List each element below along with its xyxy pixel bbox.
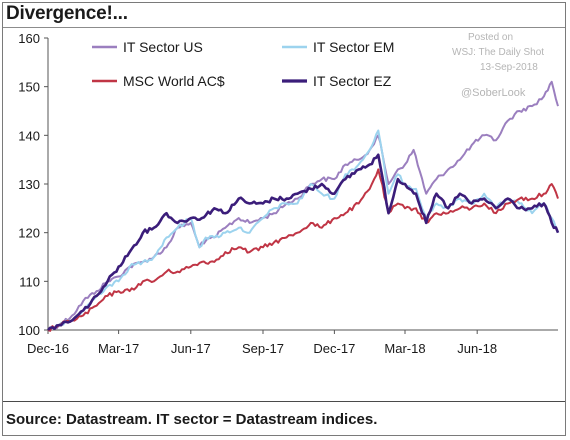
y-tick-label: 130 xyxy=(18,177,40,192)
plot-area xyxy=(47,80,560,332)
y-tick-label: 150 xyxy=(18,80,40,95)
series-line xyxy=(47,153,560,331)
x-tick-label: Mar-18 xyxy=(384,341,425,356)
source-divider xyxy=(3,401,565,402)
legend: IT Sector US IT Sector EM MSC World AC$ IT … xyxy=(92,39,394,89)
watermark-outlet: WSJ: The Daily Shot xyxy=(452,47,544,58)
y-tick-label: 160 xyxy=(18,31,40,46)
watermark-posted-on: Posted on xyxy=(468,32,513,43)
legend-label: MSC World AC$ xyxy=(123,73,225,89)
y-tick-label: 110 xyxy=(19,274,40,289)
x-tick-label: Jun-18 xyxy=(457,341,497,356)
legend-label: IT Sector EM xyxy=(313,39,394,55)
y-tick-label: 120 xyxy=(18,226,40,241)
legend-label: IT Sector US xyxy=(123,39,203,55)
watermark-date: 13-Sep-2018 xyxy=(480,62,538,73)
x-tick-label: Mar-17 xyxy=(98,341,139,356)
x-tick-label: Jun-17 xyxy=(171,341,211,356)
title-divider xyxy=(3,27,565,28)
source-note: Source: Datastream. IT sector = Datastre… xyxy=(6,411,378,428)
axes: 100 110 120 130 140 150 160 Dec-16 Mar-17 Jun-17 S… xyxy=(18,31,558,356)
series-line xyxy=(47,168,559,332)
watermark: Posted on WSJ: The Daily Shot 13-Sep-201… xyxy=(452,32,544,99)
y-tick-label: 100 xyxy=(18,323,40,338)
chart-frame xyxy=(2,2,566,436)
watermark-handle: @SoberLook xyxy=(461,87,526,99)
x-tick-label: Dec-17 xyxy=(313,341,355,356)
x-tick-label: Sep-17 xyxy=(242,341,284,356)
y-tick-label: 140 xyxy=(18,128,40,143)
x-tick-label: Dec-16 xyxy=(27,341,69,356)
chart-title: Divergence!... xyxy=(6,3,128,24)
legend-label: IT Sector EZ xyxy=(313,73,392,89)
